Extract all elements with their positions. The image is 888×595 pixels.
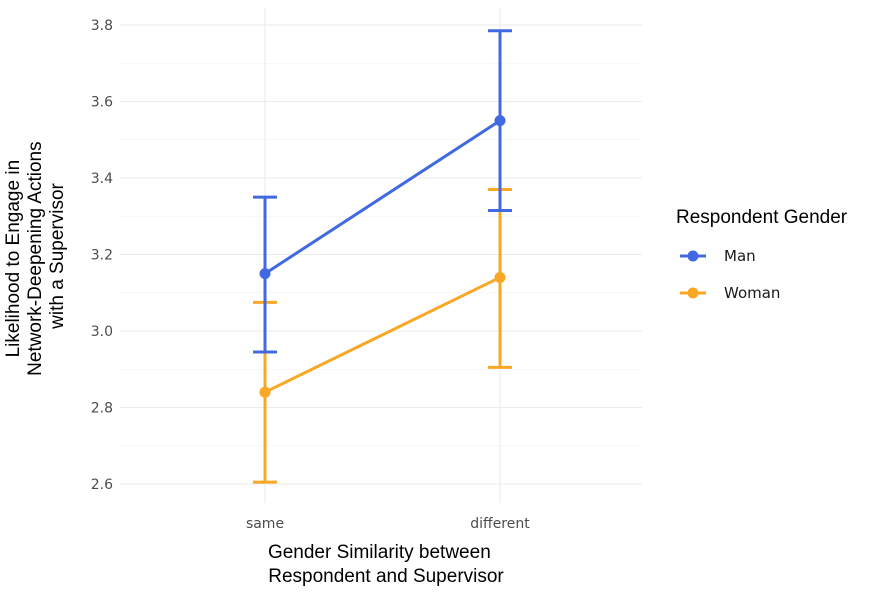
legend-item-woman: Woman [680, 284, 780, 302]
legend-key-point [687, 250, 699, 262]
legend: Respondent Gender Man Woman [676, 207, 848, 302]
legend-label: Man [724, 247, 756, 265]
y-tick-label: 3.0 [91, 324, 113, 340]
series-man [253, 29, 512, 354]
y-tick-label: 2.8 [91, 401, 113, 417]
y-tick-label: 2.6 [91, 477, 113, 493]
legend-label: Woman [724, 284, 780, 302]
data-point-woman [494, 271, 506, 283]
y-tick-labels: 2.6 2.8 3.0 3.2 3.4 3.6 3.8 [91, 18, 113, 493]
legend-item-man: Man [680, 247, 756, 265]
data-point-man [494, 115, 506, 127]
legend-key-point [687, 287, 699, 299]
y-axis-title: Likelihood to Engage in Network-Deepenin… [3, 136, 68, 376]
y-tick-label: 3.6 [91, 95, 113, 111]
legend-title: Respondent Gender [676, 207, 848, 228]
x-tick-label: same [246, 516, 284, 532]
y-tick-label: 3.8 [91, 18, 113, 34]
y-tick-label: 3.2 [91, 248, 113, 264]
x-axis-title: Gender Similarity between Respondent and… [268, 542, 504, 587]
x-tick-labels: same different [246, 516, 530, 532]
series-line-woman [264, 276, 501, 394]
x-tick-label: different [470, 516, 530, 532]
legend-items: Man Woman [680, 247, 780, 302]
series-line-man [264, 119, 501, 275]
data-point-man [259, 268, 271, 280]
grid-lines [120, 8, 642, 503]
series-woman [253, 187, 512, 484]
y-tick-label: 3.4 [91, 171, 113, 187]
data-point-woman [259, 386, 271, 398]
series-layer [253, 29, 512, 484]
